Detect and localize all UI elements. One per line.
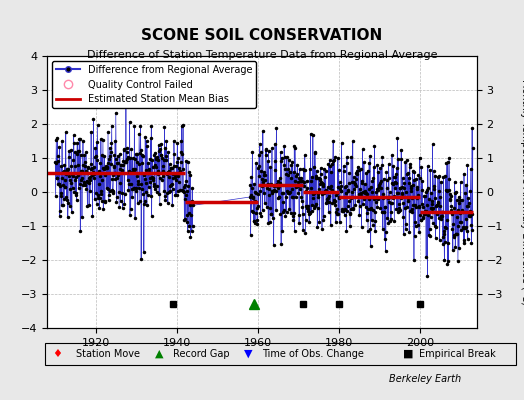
Text: SCONE SOIL CONSERVATION: SCONE SOIL CONSERVATION xyxy=(141,28,383,43)
Text: Station Move: Station Move xyxy=(76,349,140,359)
Text: ♦: ♦ xyxy=(52,349,62,359)
Legend: Difference from Regional Average, Quality Control Failed, Estimated Station Mean: Difference from Regional Average, Qualit… xyxy=(52,61,256,108)
Text: Difference of Station Temperature Data from Regional Average: Difference of Station Temperature Data f… xyxy=(87,50,437,60)
Text: ▼: ▼ xyxy=(244,349,252,359)
Text: Record Gap: Record Gap xyxy=(173,349,230,359)
Text: Time of Obs. Change: Time of Obs. Change xyxy=(262,349,364,359)
Text: Empirical Break: Empirical Break xyxy=(419,349,496,359)
Text: ▲: ▲ xyxy=(155,349,163,359)
Y-axis label: Monthly Temperature Anomaly Difference (°C): Monthly Temperature Anomaly Difference (… xyxy=(520,79,524,305)
Text: Berkeley Earth: Berkeley Earth xyxy=(389,374,461,384)
Text: ■: ■ xyxy=(403,349,414,359)
